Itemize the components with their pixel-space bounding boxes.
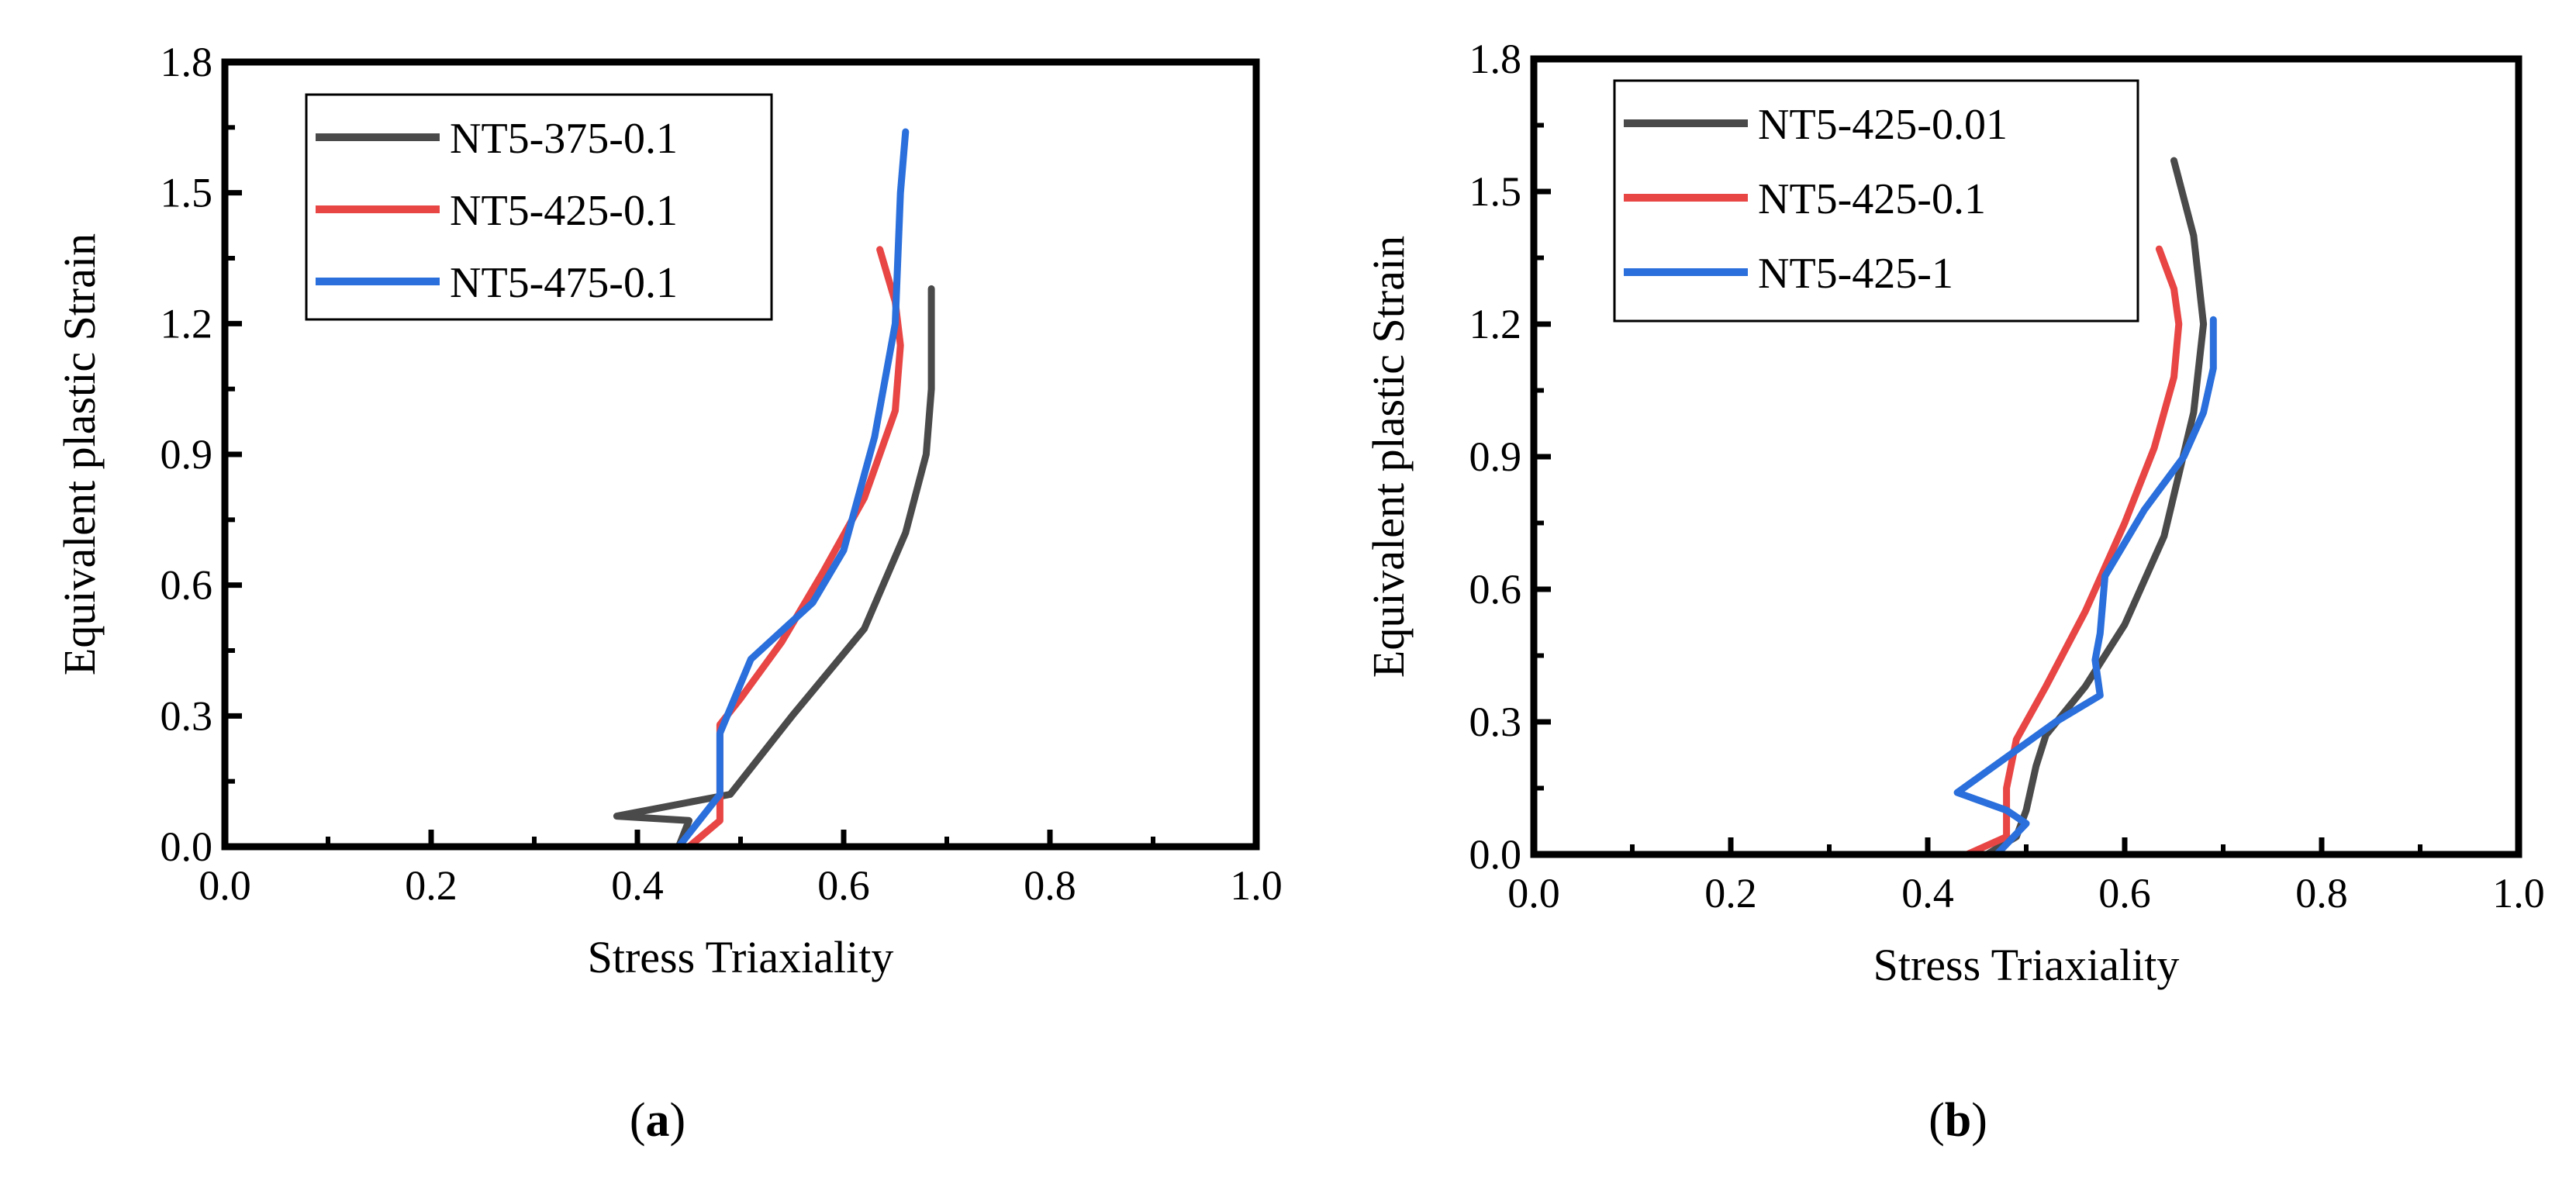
panel-a-y-tick-label: 1.5 <box>161 170 213 216</box>
panel-a-x-tick-label: 0.2 <box>405 862 458 909</box>
panel-a-x-tick-label: 0.8 <box>1024 862 1076 909</box>
panel-b-x-tick-label: 1.0 <box>2492 870 2545 916</box>
panel-a-x-tick-label: 0.4 <box>611 862 664 909</box>
panel-b-label: (b) <box>1929 1094 1987 1147</box>
panel-b-legend: NT5-425-0.01 NT5-425-0.1 NT5-425-1 <box>1613 79 2139 323</box>
panel-a-y-tick-label: 0.3 <box>161 692 213 739</box>
panel-a-legend: NT5-375-0.1 NT5-425-0.1 NT5-475-0.1 <box>305 93 773 321</box>
panel-b-legend-label: NT5-425-0.1 <box>1758 175 1986 223</box>
panel-b-series-line-2 <box>1530 245 2183 858</box>
panel-b-x-tick-label: 0.0 <box>1507 870 1560 916</box>
panel-b-y-tick-label: 1.5 <box>1469 168 1522 215</box>
panel-b-y-axis-title: Equivalent plastic Strain <box>1363 236 1414 678</box>
panel-b-legend-label: NT5-425-0.01 <box>1758 101 2008 149</box>
panel-b-series-line-3 <box>1530 316 2217 858</box>
panel-b: 0.0 0.2 0.4 0.6 0.8 1.0 0.0 0.3 0.6 0.9 1.2 1.5 1.8 S… <box>1363 36 2545 1147</box>
panel-a: 0.0 0.2 0.4 0.6 0.8 1.0 0.0 0.3 0.6 0.9 1.2 1.5 1.8 S… <box>54 39 1283 1147</box>
panel-a-series-line-1 <box>221 285 935 851</box>
panel-b-y-tick-label: 1.8 <box>1469 36 1522 82</box>
panel-a-y-tick-label: 0.0 <box>161 823 213 870</box>
panel-a-legend-label: NT5-375-0.1 <box>450 115 678 163</box>
panel-a-legend-label: NT5-425-0.1 <box>450 187 678 235</box>
panel-a-x-tick-label: 1.0 <box>1230 862 1283 909</box>
panel-b-x-axis-title: Stress Triaxiality <box>1873 940 2180 990</box>
panel-b-y-tick-label: 1.2 <box>1469 301 1522 347</box>
panel-a-y-tick-label: 1.8 <box>161 39 213 85</box>
panel-a-x-axis-title: Stress Triaxiality <box>588 932 894 982</box>
panel-a-y-tick-label: 0.6 <box>161 562 213 609</box>
panel-a-legend-label: NT5-475-0.1 <box>450 259 678 307</box>
panel-b-legend-label: NT5-425-1 <box>1758 250 1953 298</box>
panel-b-y-tick-label: 0.3 <box>1469 699 1522 745</box>
panel-a-x-tick-label: 0.0 <box>199 862 251 909</box>
panel-a-series-line-2 <box>221 246 904 851</box>
panel-b-x-tick-label: 0.4 <box>1901 870 1954 916</box>
panel-b-y-tick-label: 0.9 <box>1469 433 1522 480</box>
panel-a-x-tick-label: 0.6 <box>817 862 870 909</box>
panel-b-y-tick-label: 0.0 <box>1469 831 1522 878</box>
panel-b-y-tick-label: 0.6 <box>1469 566 1522 613</box>
panel-a-y-axis-title: Equivalent plastic Strain <box>54 233 105 675</box>
panel-a-y-tick-label: 1.2 <box>161 300 213 347</box>
panel-a-y-tick-label: 0.9 <box>161 431 213 478</box>
panel-b-x-tick-label: 0.8 <box>2295 870 2348 916</box>
panel-b-x-tick-label: 0.2 <box>1704 870 1757 916</box>
panel-a-label: (a) <box>630 1094 685 1147</box>
panel-b-x-tick-label: 0.6 <box>2098 870 2151 916</box>
panel-a-series-line-3 <box>221 128 910 851</box>
